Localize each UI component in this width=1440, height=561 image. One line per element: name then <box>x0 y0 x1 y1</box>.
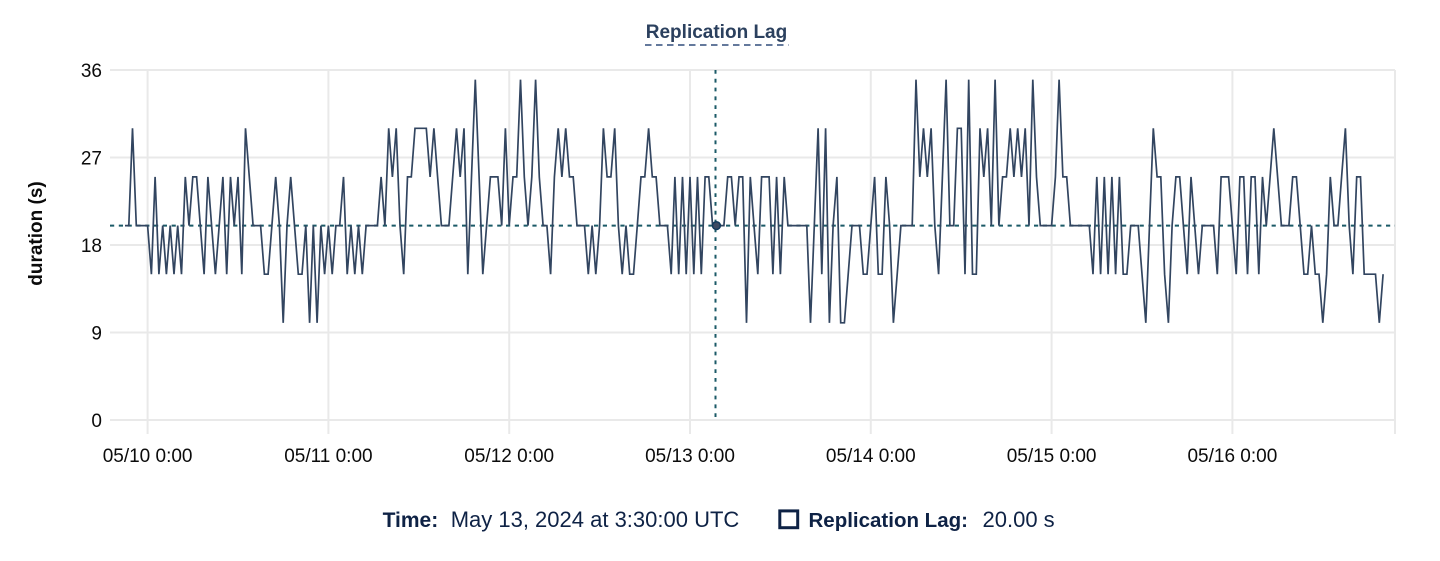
svg-text:18: 18 <box>81 236 102 257</box>
svg-text:36: 36 <box>81 61 102 82</box>
svg-text:Replication Lag:: Replication Lag: <box>809 509 968 532</box>
svg-text:20.00 s: 20.00 s <box>983 507 1055 532</box>
svg-text:duration (s): duration (s) <box>26 181 47 286</box>
svg-text:05/12 0:00: 05/12 0:00 <box>464 446 554 467</box>
svg-text:05/15 0:00: 05/15 0:00 <box>1007 446 1097 467</box>
svg-text:0: 0 <box>91 411 102 432</box>
svg-text:Replication Lag: Replication Lag <box>646 22 787 43</box>
svg-text:May 13, 2024 at 3:30:00 UTC: May 13, 2024 at 3:30:00 UTC <box>451 507 740 532</box>
svg-text:05/10 0:00: 05/10 0:00 <box>103 446 193 467</box>
svg-text:05/16 0:00: 05/16 0:00 <box>1187 446 1277 467</box>
svg-text:05/13 0:00: 05/13 0:00 <box>645 446 735 467</box>
svg-text:Time:: Time: <box>383 509 439 532</box>
svg-text:05/11 0:00: 05/11 0:00 <box>284 446 372 467</box>
svg-text:27: 27 <box>81 149 102 170</box>
svg-text:9: 9 <box>91 324 102 345</box>
svg-text:05/14 0:00: 05/14 0:00 <box>826 446 916 467</box>
